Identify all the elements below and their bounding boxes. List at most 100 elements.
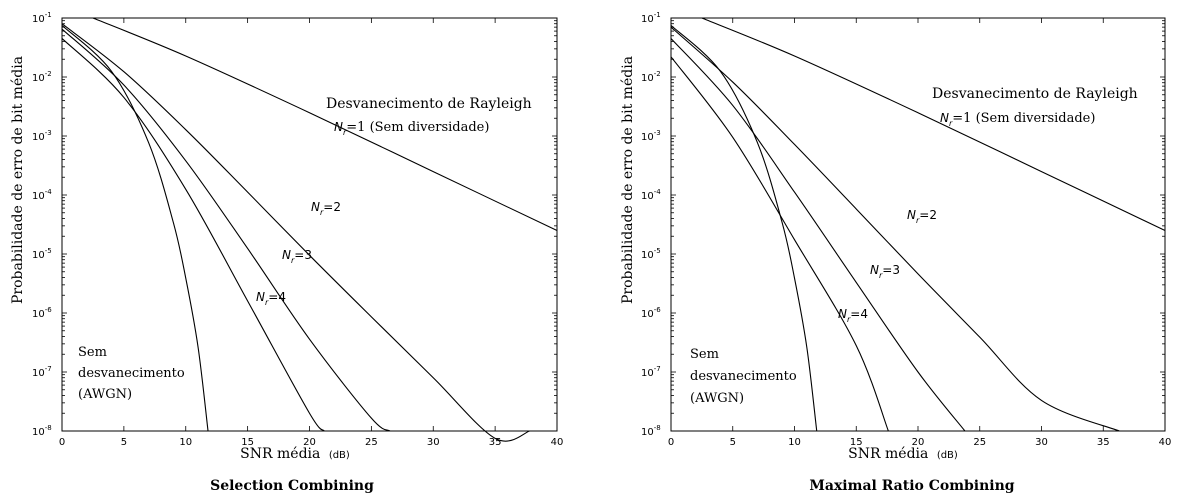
nr4-sub: r <box>265 298 269 307</box>
x-tick-label: 5 <box>121 437 127 448</box>
y-tick-label: 10-3 <box>641 129 661 143</box>
y-tick-label: 10-4 <box>641 188 661 202</box>
awgn-label-line1: Sem <box>78 345 107 360</box>
x-axis-unit: (dB) <box>329 450 350 461</box>
y-tick-label: 10-1 <box>32 11 52 25</box>
series-line-nr-4 <box>61 38 325 432</box>
nr4-base: N <box>838 307 847 321</box>
x-tick-label: 40 <box>1159 437 1172 448</box>
series-line-nr-3 <box>61 28 391 432</box>
x-tick-label: 20 <box>303 437 316 448</box>
x-axis-label: SNR média (dB) <box>848 446 958 462</box>
nr2-sub: r <box>320 208 324 217</box>
nr2-rest: =2 <box>323 200 341 214</box>
nr1-label: Nr=1 (Sem diversidade) <box>334 120 489 137</box>
series-line-nr-3 <box>670 38 966 432</box>
y-tick-label: 10-1 <box>641 11 661 25</box>
nr1-base: N <box>940 111 949 125</box>
nr2-sub: r <box>916 216 920 225</box>
x-tick-label: 25 <box>365 437 378 448</box>
nr3-base: N <box>282 248 291 262</box>
x-axis-unit: (dB) <box>937 450 958 461</box>
nr2-rest: =2 <box>919 208 937 222</box>
x-tick-label: 20 <box>912 437 925 448</box>
nr1-base: N <box>334 120 343 134</box>
nr1-sub: r <box>949 119 953 128</box>
nr2-label: Nr=2 <box>907 208 937 225</box>
series-line-nr-1 <box>701 17 1166 232</box>
x-tick-label: 10 <box>788 437 801 448</box>
nr4-sub: r <box>847 315 851 324</box>
x-tick-label: 30 <box>1035 437 1048 448</box>
awgn-label-line3: (AWGN) <box>78 387 132 402</box>
x-axis-label-text: SNR média <box>848 446 928 462</box>
series-line-nr-4 <box>670 56 889 432</box>
nr4-label: Nr=4 <box>838 307 868 324</box>
nr3-label: Nr=3 <box>870 263 900 280</box>
nr2-base: N <box>311 200 320 214</box>
x-tick-label: 0 <box>59 437 65 448</box>
y-tick-label: 10-2 <box>641 70 661 84</box>
nr1-rest: =1 (Sem diversidade) <box>952 111 1095 126</box>
chart-title: Maximal Ratio Combining <box>809 478 1014 494</box>
awgn-label-line2: desvanecimento <box>690 369 797 384</box>
y-tick-label: 10-2 <box>32 70 52 84</box>
x-tick-labels: 0 5 10 15 20 25 30 35 40 <box>59 437 564 448</box>
y-tick-label: 10-6 <box>641 306 661 320</box>
nr3-sub: r <box>879 271 883 280</box>
x-tick-label: 35 <box>489 437 502 448</box>
nr1-label: Nr=1 (Sem diversidade) <box>940 111 1095 128</box>
awgn-label-line2: desvanecimento <box>78 366 185 381</box>
x-tick-label: 40 <box>551 437 564 448</box>
maximal-ratio-combining-chart: 0 5 10 15 20 25 30 35 40 10-810-710-610-510-410-… <box>620 11 1171 494</box>
nr3-label: Nr=3 <box>282 248 312 265</box>
y-tick-label: 10-7 <box>32 365 52 379</box>
x-axis-label: SNR média (dB) <box>240 446 350 462</box>
x-tick-label: 15 <box>241 437 254 448</box>
nr4-rest: =4 <box>850 307 868 321</box>
nr2-label: Nr=2 <box>311 200 341 217</box>
axis-ticks <box>670 17 1166 432</box>
awgn-label-line1: Sem <box>690 347 719 362</box>
x-tick-label: 15 <box>850 437 863 448</box>
series-line-awgn <box>61 24 209 432</box>
y-tick-labels: 10-8 10-7 10-6 10-5 10-4 10-3 10-2 10-1 <box>641 11 661 438</box>
rayleigh-label: Desvanecimento de Rayleigh <box>932 86 1138 102</box>
nr2-base: N <box>907 208 916 222</box>
y-tick-label: 10-8 <box>641 424 661 438</box>
y-axis-label: Probabilidade de erro de bit média <box>620 56 636 304</box>
nr1-sub: r <box>343 128 347 137</box>
x-tick-label: 0 <box>668 437 674 448</box>
nr4-rest: =4 <box>268 290 286 304</box>
x-axis-label-text: SNR média <box>240 446 320 462</box>
series-line-nr-1 <box>92 17 558 232</box>
y-tick-label: 10-4 <box>32 188 52 202</box>
series-line-nr-2 <box>670 26 1120 432</box>
nr3-sub: r <box>291 256 295 265</box>
nr3-rest: =3 <box>294 248 312 262</box>
selection-combining-chart: 0 5 10 15 20 25 30 35 40 10-810-710-610-510-410-… <box>10 11 563 494</box>
y-tick-labels: 10-8 10-7 10-6 10-5 10-4 10-3 10-2 10-1 <box>32 11 52 438</box>
nr3-rest: =3 <box>882 263 900 277</box>
y-axis-label: Probabilidade de erro de bit média <box>10 56 26 304</box>
x-tick-label: 25 <box>973 437 986 448</box>
series-line-awgn <box>670 24 818 432</box>
awgn-label-line3: (AWGN) <box>690 391 744 406</box>
nr1-rest: =1 (Sem diversidade) <box>346 120 489 135</box>
x-tick-labels: 0 5 10 15 20 25 30 35 40 <box>668 437 1172 448</box>
y-tick-label: 10-3 <box>32 129 52 143</box>
y-tick-label: 10-8 <box>32 424 52 438</box>
nr4-label: Nr=4 <box>256 290 286 307</box>
x-tick-label: 35 <box>1097 437 1110 448</box>
y-tick-label: 10-7 <box>641 365 661 379</box>
y-tick-label: 10-5 <box>641 247 661 261</box>
series-lines <box>61 17 558 442</box>
series-line-nr-2 <box>61 23 530 442</box>
nr4-base: N <box>256 290 265 304</box>
y-tick-label: 10-6 <box>32 306 52 320</box>
nr3-base: N <box>870 263 879 277</box>
chart-title: Selection Combining <box>210 478 374 494</box>
x-tick-label: 10 <box>179 437 192 448</box>
y-tick-label: 10-5 <box>32 247 52 261</box>
